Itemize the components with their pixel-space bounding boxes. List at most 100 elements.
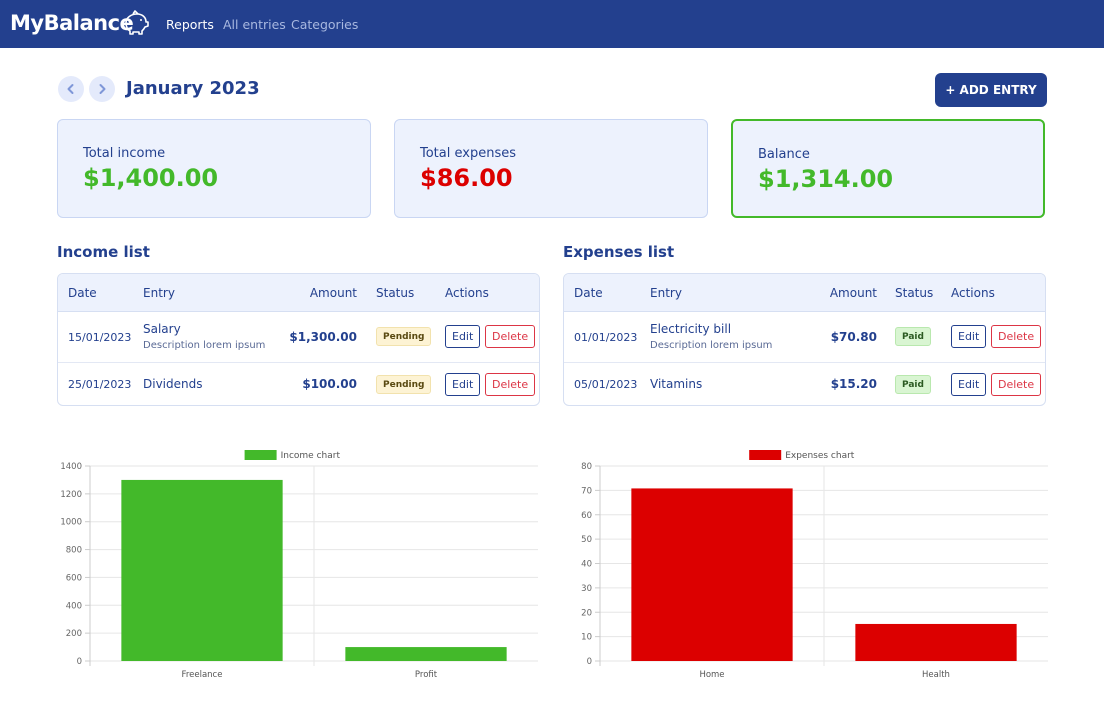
bar-home[interactable] xyxy=(631,488,793,661)
row-entry: Electricity bill xyxy=(650,322,732,336)
row-amount: $70.80 xyxy=(830,330,877,344)
row-amount: $1,300.00 xyxy=(289,330,357,344)
balance-label: Balance xyxy=(758,147,810,162)
expenses-chart: Expenses chart 0 10 20 30 40 50 60 70 80 Home Healt… xyxy=(581,450,1048,680)
x-tick-label: Home xyxy=(699,670,724,680)
delete-button[interactable]: Delete xyxy=(485,373,536,396)
header-entry: Entry xyxy=(143,286,175,300)
y-tick-label: 1000 xyxy=(60,518,82,528)
y-tick-label: 1400 xyxy=(60,462,82,472)
total-income-value: $1,400.00 xyxy=(83,164,219,192)
row-description: Description lorem ipsum xyxy=(650,340,773,351)
header-date: Date xyxy=(574,286,603,300)
piggy-bank-icon xyxy=(125,10,149,35)
table-row: 25/01/2023 Dividends $100.00 Pending Edi… xyxy=(58,363,539,405)
expenses-list-title: Expenses list xyxy=(563,243,675,261)
row-entry: Vitamins xyxy=(650,377,703,391)
nav-categories[interactable]: Categories xyxy=(291,17,359,32)
chart-legend: Income chart xyxy=(244,450,341,461)
row-amount: $15.20 xyxy=(830,377,877,391)
edit-button[interactable]: Edit xyxy=(951,373,987,396)
prev-month-button[interactable] xyxy=(58,76,84,102)
status-badge: Pending xyxy=(376,327,432,346)
y-tick-label: 0 xyxy=(77,657,82,667)
edit-button[interactable]: Edit xyxy=(445,373,481,396)
chart-legend: Expenses chart xyxy=(749,450,855,461)
y-tick-label: 1200 xyxy=(60,490,82,500)
header-actions: Actions xyxy=(951,286,995,300)
nav-reports[interactable]: Reports xyxy=(166,17,214,32)
income-list-title: Income list xyxy=(57,243,150,261)
header-status: Status xyxy=(376,286,415,300)
header-amount: Amount xyxy=(309,286,357,300)
delete-button[interactable]: Delete xyxy=(485,325,536,348)
table-header: Date Entry Amount Status Actions xyxy=(564,274,1045,312)
next-month-button[interactable] xyxy=(89,76,115,102)
y-tick-label: 40 xyxy=(581,560,592,570)
y-tick-label: 10 xyxy=(581,633,592,643)
table-row: 01/01/2023 Electricity bill Description … xyxy=(564,312,1045,363)
income-chart: Income chart 0 200 400 600 800 1000 1200 1400 Fre… xyxy=(60,450,538,680)
brand-logo[interactable]: MyBalance xyxy=(10,11,134,35)
total-expenses-value: $86.00 xyxy=(420,164,513,192)
header-actions: Actions xyxy=(445,286,489,300)
add-entry-button[interactable]: + ADD ENTRY xyxy=(935,73,1047,107)
status-badge: Paid xyxy=(895,375,931,394)
row-date: 01/01/2023 xyxy=(574,331,638,344)
y-tick-label: 600 xyxy=(66,573,82,583)
balance-value: $1,314.00 xyxy=(758,165,894,193)
bar-freelance[interactable] xyxy=(121,479,283,661)
row-amount: $100.00 xyxy=(302,377,357,391)
legend-label: Income chart xyxy=(281,451,341,461)
status-badge: Pending xyxy=(376,375,432,394)
bar-profit[interactable] xyxy=(345,647,507,661)
header-entry: Entry xyxy=(650,286,682,300)
y-tick-label: 20 xyxy=(581,608,592,618)
header-date: Date xyxy=(68,286,97,300)
y-tick-label: 30 xyxy=(581,584,592,594)
y-tick-label: 60 xyxy=(581,511,592,521)
delete-button[interactable]: Delete xyxy=(991,325,1042,348)
y-tick-label: 80 xyxy=(581,462,592,472)
legend-swatch xyxy=(749,450,782,460)
total-expenses-card: Total expenses $86.00 xyxy=(394,119,708,218)
row-description: Description lorem ipsum xyxy=(143,340,266,351)
delete-button[interactable]: Delete xyxy=(991,373,1042,396)
total-income-card: Total income $1,400.00 xyxy=(57,119,371,218)
row-date: 15/01/2023 xyxy=(68,331,132,344)
period-title: January 2023 xyxy=(126,78,260,99)
edit-button[interactable]: Edit xyxy=(445,325,481,348)
y-tick-label: 400 xyxy=(66,601,82,611)
nav-all-entries[interactable]: All entries xyxy=(223,17,286,32)
total-income-label: Total income xyxy=(83,146,166,161)
table-row: 05/01/2023 Vitamins $15.20 Paid Edit Del… xyxy=(564,363,1045,405)
balance-card: Balance $1,314.00 xyxy=(731,119,1045,218)
legend-swatch xyxy=(244,450,277,460)
x-tick-label: Freelance xyxy=(182,670,223,680)
bar-health[interactable] xyxy=(855,623,1017,661)
y-tick-label: 800 xyxy=(66,546,82,556)
table-row: 15/01/2023 Salary Description lorem ipsu… xyxy=(58,312,539,363)
y-tick-label: 50 xyxy=(581,535,592,545)
status-badge: Paid xyxy=(895,327,931,346)
expenses-table: Date Entry Amount Status Actions 01/01/2… xyxy=(563,273,1046,406)
row-date: 25/01/2023 xyxy=(68,378,132,391)
y-tick-label: 0 xyxy=(587,657,592,667)
top-navbar: MyBalance Reports All entries Categories xyxy=(0,0,1104,48)
x-tick-label: Profit xyxy=(415,670,438,680)
y-tick-label: 70 xyxy=(581,486,592,496)
y-tick-label: 200 xyxy=(66,629,82,639)
x-tick-label: Health xyxy=(922,670,950,680)
header-status: Status xyxy=(895,286,934,300)
legend-label: Expenses chart xyxy=(785,451,855,461)
row-entry: Dividends xyxy=(143,377,203,391)
header-amount: Amount xyxy=(829,286,877,300)
table-header: Date Entry Amount Status Actions xyxy=(58,274,539,312)
edit-button[interactable]: Edit xyxy=(951,325,987,348)
chevron-left-icon xyxy=(67,84,74,94)
total-expenses-label: Total expenses xyxy=(420,146,516,161)
income-table: Date Entry Amount Status Actions 15/01/2… xyxy=(57,273,540,406)
row-date: 05/01/2023 xyxy=(574,378,638,391)
chevron-right-icon xyxy=(99,84,106,94)
row-entry: Salary xyxy=(143,322,181,336)
